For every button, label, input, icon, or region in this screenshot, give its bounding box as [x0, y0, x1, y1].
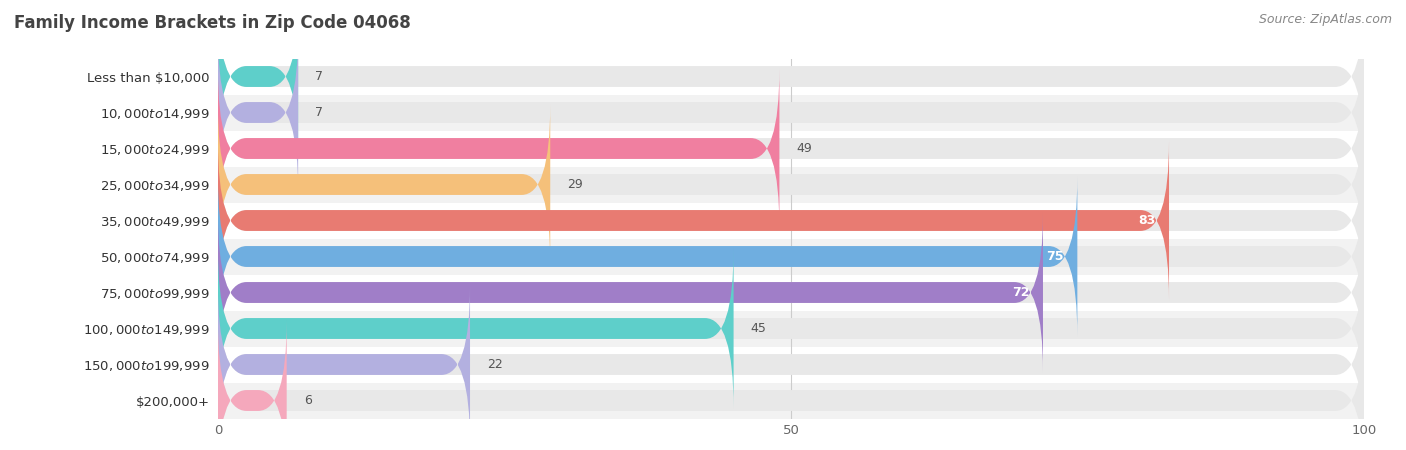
Text: 29: 29 [568, 178, 583, 191]
Text: 6: 6 [304, 394, 312, 407]
Text: 83: 83 [1137, 214, 1156, 227]
Bar [218, 130, 1364, 166]
FancyBboxPatch shape [218, 177, 1364, 336]
Bar [218, 274, 1364, 310]
Bar [218, 238, 1364, 274]
FancyBboxPatch shape [218, 249, 1364, 408]
Bar [218, 346, 1364, 382]
Text: 22: 22 [488, 358, 503, 371]
Bar [218, 382, 1364, 418]
FancyBboxPatch shape [218, 213, 1043, 372]
FancyBboxPatch shape [218, 249, 734, 408]
Bar [218, 166, 1364, 202]
FancyBboxPatch shape [218, 321, 1364, 450]
Bar [218, 202, 1364, 238]
FancyBboxPatch shape [218, 69, 1364, 228]
Bar [218, 58, 1364, 94]
FancyBboxPatch shape [218, 321, 287, 450]
Bar [218, 310, 1364, 346]
Text: 72: 72 [1012, 286, 1029, 299]
FancyBboxPatch shape [218, 141, 1364, 300]
FancyBboxPatch shape [218, 69, 779, 228]
FancyBboxPatch shape [218, 105, 550, 264]
FancyBboxPatch shape [218, 177, 1077, 336]
FancyBboxPatch shape [218, 141, 1168, 300]
FancyBboxPatch shape [218, 33, 298, 192]
Text: 7: 7 [315, 106, 323, 119]
Text: Source: ZipAtlas.com: Source: ZipAtlas.com [1258, 14, 1392, 27]
FancyBboxPatch shape [218, 0, 298, 156]
FancyBboxPatch shape [218, 0, 1364, 156]
Text: 45: 45 [751, 322, 766, 335]
Text: 49: 49 [797, 142, 813, 155]
FancyBboxPatch shape [218, 105, 1364, 264]
Bar [218, 94, 1364, 130]
FancyBboxPatch shape [218, 285, 470, 444]
Text: Family Income Brackets in Zip Code 04068: Family Income Brackets in Zip Code 04068 [14, 14, 411, 32]
Text: 7: 7 [315, 70, 323, 83]
FancyBboxPatch shape [218, 33, 1364, 192]
FancyBboxPatch shape [218, 213, 1364, 372]
Text: 75: 75 [1046, 250, 1063, 263]
FancyBboxPatch shape [218, 285, 1364, 444]
